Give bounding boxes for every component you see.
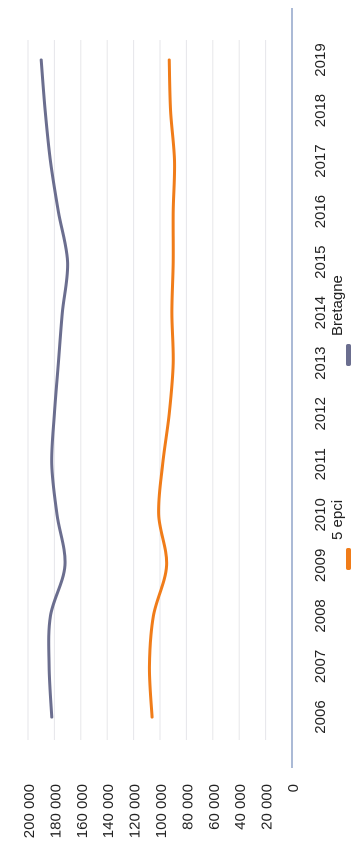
legend: 5 epci Bretagne [329, 275, 351, 570]
x-tick-label: 2019 [312, 43, 329, 76]
y-tick-label: 160 000 [74, 784, 91, 838]
y-tick-label: 20 000 [259, 784, 276, 830]
y-tick-label: 40 000 [232, 784, 249, 830]
x-tick-label: 2006 [312, 700, 329, 733]
legend-label: Bretagne [329, 275, 346, 336]
x-tick-label: 2007 [312, 650, 329, 683]
series-line-0 [149, 60, 174, 717]
y-tick-label: 80 000 [179, 784, 196, 830]
x-tick-label: 2016 [312, 195, 329, 228]
x-tick-label: 2011 [312, 448, 329, 480]
x-tick-label: 2012 [312, 397, 329, 430]
y-tick-label: 60 000 [206, 784, 223, 830]
x-tick-label: 2015 [312, 245, 329, 278]
plot-area [28, 8, 292, 768]
y-tick-label: 120 000 [127, 784, 144, 838]
y-tick-label: 140 000 [100, 784, 117, 838]
x-tick-label: 2013 [312, 347, 329, 380]
y-tick-label: 100 000 [153, 784, 170, 838]
y-tick-label: 0 [285, 784, 302, 792]
legend-label: 5 epci [329, 500, 346, 540]
y-tick-label: 180 000 [47, 784, 64, 838]
x-tick-label: 2017 [312, 144, 329, 177]
x-tick-label: 2009 [312, 549, 329, 582]
x-tick-label: 2014 [312, 296, 329, 329]
legend-swatch [346, 344, 351, 366]
x-tick-label: 2010 [312, 498, 329, 531]
y-axis-ticks: 0 20 000 40 000 60 000 80 000 100 000 120 000 1… [21, 784, 302, 838]
x-tick-label: 2018 [312, 94, 329, 127]
legend-swatch [346, 548, 351, 570]
x-tick-label: 2008 [312, 599, 329, 632]
y-tick-label: 200 000 [21, 784, 38, 838]
x-axis-ticks: 2006 2007 2008 2009 2010 2011 2012 2013 2014 2015… [312, 43, 329, 733]
